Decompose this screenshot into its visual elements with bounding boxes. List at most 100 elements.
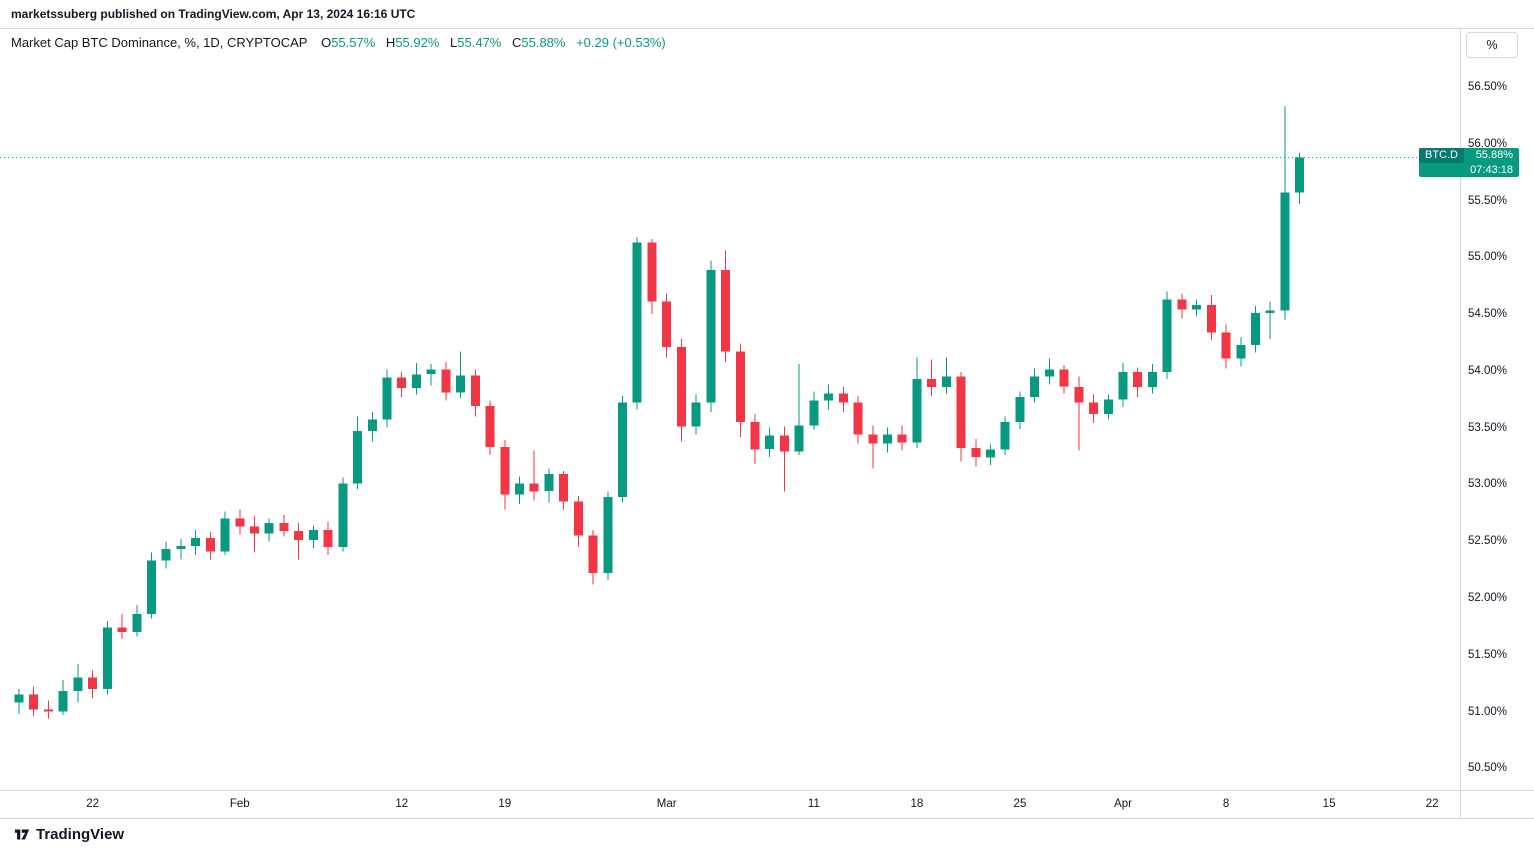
candle: [632, 236, 642, 410]
candle: [1147, 364, 1157, 394]
candle: [662, 293, 672, 358]
candle: [205, 532, 215, 560]
candle: [1089, 394, 1099, 424]
candle: [220, 511, 230, 555]
candle: [956, 372, 966, 462]
candle: [1236, 336, 1246, 367]
candle: [264, 518, 274, 542]
candle: [779, 426, 789, 492]
chart-canvas[interactable]: Market Cap BTC Dominance, %, 1D, CRYPTOC…: [0, 29, 1460, 790]
price-scale-label: 55.00%: [1468, 251, 1508, 264]
candle: [397, 372, 407, 397]
time-axis-label: 12: [395, 798, 409, 810]
price-scale-label: 52.50%: [1468, 535, 1508, 548]
candle: [1221, 324, 1231, 369]
divider: [0, 790, 1534, 791]
candlestick-series: [0, 106, 1460, 719]
candle: [883, 427, 892, 453]
candle: [1206, 294, 1216, 341]
time-axis-label: 18: [910, 798, 924, 810]
last-price-badge[interactable]: BTC.D 55.88% 07:43:18: [1419, 148, 1519, 178]
divider: [0, 818, 1534, 819]
candle: [986, 444, 995, 466]
price-scale-label: 50.50%: [1468, 762, 1508, 775]
attribution-text: marketssuberg published on TradingView.c…: [11, 7, 416, 21]
time-axis-label: 15: [1322, 798, 1336, 810]
candle: [1059, 365, 1069, 394]
price-scale-label: 52.00%: [1468, 592, 1508, 605]
candle: [411, 362, 421, 395]
candle: [279, 515, 289, 537]
price-badge-price: 55.88%: [1475, 149, 1513, 162]
time-axis-label: 25: [1013, 798, 1027, 810]
unit-button[interactable]: %: [1466, 32, 1518, 58]
ohlc-close: C55.88%: [511, 35, 566, 50]
tradingview-brand-link[interactable]: TradingView: [11, 826, 124, 843]
candle: [294, 523, 304, 560]
candle: [367, 411, 377, 442]
candle: [794, 364, 804, 455]
candle: [897, 425, 907, 451]
candle: [912, 357, 922, 449]
candle: [618, 395, 627, 503]
candle: [1044, 358, 1054, 385]
time-axis-label: Feb: [229, 798, 250, 810]
price-scale-label: 56.50%: [1468, 80, 1508, 93]
candle: [43, 700, 53, 719]
time-axis-label: 19: [498, 798, 512, 810]
price-scale-label: 56.00%: [1468, 137, 1508, 150]
brand-text: TradingView: [36, 825, 125, 843]
candle: [147, 552, 156, 619]
candle: [750, 414, 760, 464]
candle: [588, 529, 598, 585]
divider: [0, 28, 1534, 29]
price-scale-label: 53.50%: [1468, 421, 1508, 434]
candle: [647, 239, 657, 315]
candle: [73, 663, 83, 703]
candle: [573, 495, 583, 547]
candle: [1162, 291, 1172, 379]
candle: [824, 384, 834, 410]
candle: [102, 620, 112, 695]
price-scale-label: 54.50%: [1468, 308, 1508, 321]
candle: [117, 613, 127, 639]
candle: [735, 343, 745, 437]
candle: [515, 476, 524, 504]
candle: [853, 395, 863, 444]
candle: [838, 386, 848, 412]
change-value: +0.29 (+0.53%): [576, 35, 666, 50]
candle: [441, 361, 451, 401]
price-scale-label: 51.00%: [1468, 705, 1508, 718]
candle: [1015, 391, 1025, 429]
candle: [1265, 301, 1275, 340]
price-scale[interactable]: % 56.50% 56.00% 55.50% 55.00% 54.50% 54.00% 53…: [1461, 29, 1534, 790]
tradingview-logo-icon: [14, 829, 30, 839]
candle: [927, 359, 937, 396]
candle: [971, 439, 981, 467]
candle: [1000, 416, 1010, 455]
candle: [382, 369, 392, 428]
candle: [14, 688, 24, 714]
price-scale-label: 54.00%: [1468, 364, 1508, 377]
candle: [308, 525, 318, 549]
candle: [29, 686, 39, 717]
candle: [765, 427, 775, 458]
candle: [250, 516, 259, 553]
candle: [58, 679, 68, 715]
candle: [470, 369, 480, 417]
legend-title[interactable]: Market Cap BTC Dominance, %, 1D, CRYPTOC…: [11, 35, 308, 50]
candle: [721, 250, 731, 362]
time-axis-label: Apr: [1114, 798, 1132, 810]
time-axis-label: 22: [86, 798, 99, 810]
candle: [456, 351, 466, 399]
candle: [529, 450, 539, 501]
candle: [691, 394, 701, 435]
candle: [1030, 368, 1040, 403]
candle: [676, 339, 686, 442]
candle: [1103, 394, 1113, 420]
time-axis[interactable]: 22 Feb 12 19 Mar 11 18 25 Apr 8 15 22: [0, 791, 1460, 818]
candle: [323, 521, 333, 555]
candle: [88, 670, 98, 698]
legend: Market Cap BTC Dominance, %, 1D, CRYPTOC…: [11, 35, 666, 50]
